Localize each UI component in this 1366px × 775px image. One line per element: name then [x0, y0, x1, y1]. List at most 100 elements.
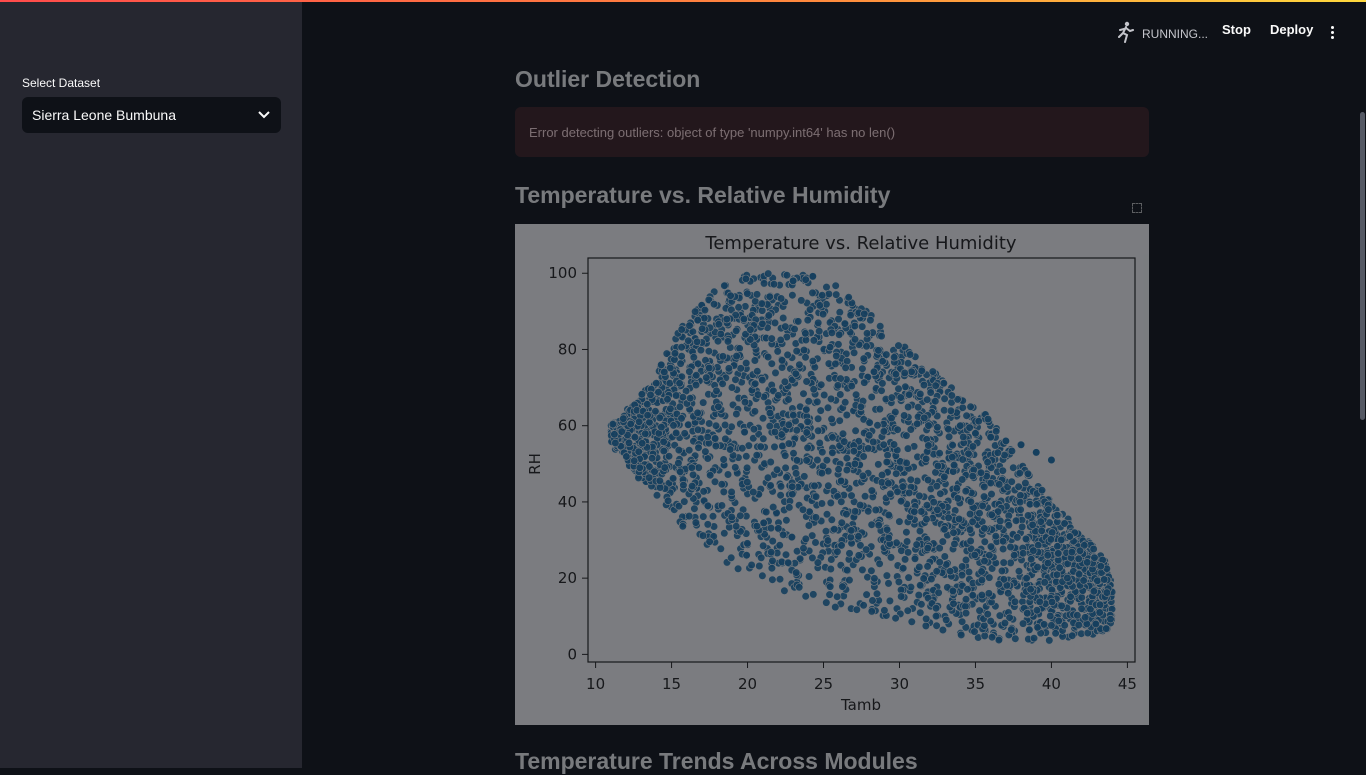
data-point: [1000, 537, 1009, 546]
data-point: [691, 414, 700, 423]
data-point: [822, 456, 832, 465]
data-point: [1083, 619, 1092, 628]
data-point: [828, 340, 837, 349]
data-point: [977, 575, 987, 585]
data-point: [940, 472, 949, 481]
data-point: [1046, 605, 1055, 614]
data-point: [740, 423, 749, 432]
data-point: [974, 633, 983, 642]
y-axis-label: RH: [526, 453, 544, 475]
data-point: [1054, 549, 1063, 558]
data-point: [774, 524, 783, 533]
data-point: [819, 424, 828, 433]
more-options-icon[interactable]: [1325, 22, 1339, 42]
data-point: [892, 604, 902, 613]
data-point: [831, 550, 840, 559]
data-point: [847, 330, 856, 339]
data-point: [1056, 630, 1066, 639]
data-point: [1001, 506, 1010, 515]
data-point: [1059, 519, 1069, 528]
data-point: [1098, 567, 1107, 577]
data-point: [1042, 566, 1051, 575]
data-point: [835, 308, 844, 317]
data-point: [948, 566, 957, 576]
data-point: [690, 504, 699, 513]
data-point: [995, 480, 1004, 489]
deploy-button[interactable]: Deploy: [1270, 22, 1314, 37]
data-point: [753, 526, 762, 535]
data-point: [1051, 506, 1061, 515]
data-point: [781, 322, 790, 331]
data-point: [836, 374, 845, 383]
data-point: [645, 384, 654, 393]
data-point: [820, 390, 829, 400]
data-point: [837, 476, 846, 486]
data-point: [1051, 511, 1061, 520]
data-point: [669, 421, 678, 430]
data-point: [1021, 479, 1030, 488]
data-point: [872, 589, 882, 598]
data-point: [822, 282, 831, 292]
data-point: [884, 533, 893, 543]
data-point: [1068, 631, 1077, 640]
data-point: [629, 412, 638, 421]
data-point: [995, 462, 1004, 471]
data-point: [914, 591, 923, 600]
main-scrollbar[interactable]: [1360, 112, 1365, 420]
data-point: [643, 411, 652, 420]
data-point: [1026, 585, 1035, 594]
data-point: [1046, 535, 1056, 544]
data-point: [657, 360, 666, 369]
data-point: [899, 430, 909, 440]
data-point: [1032, 500, 1041, 509]
x-tick-label: 35: [966, 675, 985, 693]
data-point: [989, 628, 998, 638]
data-point: [768, 537, 777, 546]
data-point: [787, 532, 796, 542]
data-point: [802, 428, 811, 437]
data-point: [983, 458, 992, 467]
x-tick-label: 40: [1042, 675, 1061, 693]
data-point: [622, 419, 632, 428]
data-point: [836, 599, 845, 609]
data-point: [1088, 564, 1097, 573]
data-point: [838, 582, 847, 591]
data-point: [697, 417, 706, 426]
data-point: [814, 426, 823, 435]
data-point: [1047, 621, 1056, 630]
data-point: [757, 315, 766, 324]
data-point: [766, 304, 775, 313]
data-point: [978, 501, 987, 511]
data-point: [902, 458, 911, 468]
data-point: [841, 363, 850, 372]
data-point: [923, 576, 932, 585]
data-point: [992, 508, 1001, 517]
data-point: [658, 366, 667, 375]
data-point: [1050, 564, 1059, 573]
data-point: [776, 491, 785, 500]
data-point: [871, 505, 880, 515]
data-point: [1004, 521, 1013, 530]
data-point: [647, 481, 656, 491]
data-point: [986, 433, 995, 442]
data-point: [733, 531, 742, 540]
data-point: [780, 586, 789, 595]
data-point: [842, 465, 852, 475]
data-point: [1103, 613, 1112, 622]
data-point: [891, 614, 900, 623]
data-point: [699, 398, 708, 407]
data-point: [933, 505, 942, 514]
data-point: [639, 389, 648, 398]
data-point: [858, 314, 867, 323]
data-point: [900, 368, 909, 378]
dataset-select[interactable]: Sierra Leone Bumbuna: [22, 97, 281, 133]
data-point: [1073, 594, 1082, 603]
data-point: [1032, 606, 1042, 615]
stop-button[interactable]: Stop: [1222, 22, 1251, 37]
data-point: [919, 574, 928, 583]
data-point: [742, 551, 751, 560]
data-point: [814, 414, 823, 423]
data-point: [959, 432, 968, 442]
fullscreen-icon[interactable]: [1132, 203, 1142, 213]
data-point: [874, 521, 883, 530]
